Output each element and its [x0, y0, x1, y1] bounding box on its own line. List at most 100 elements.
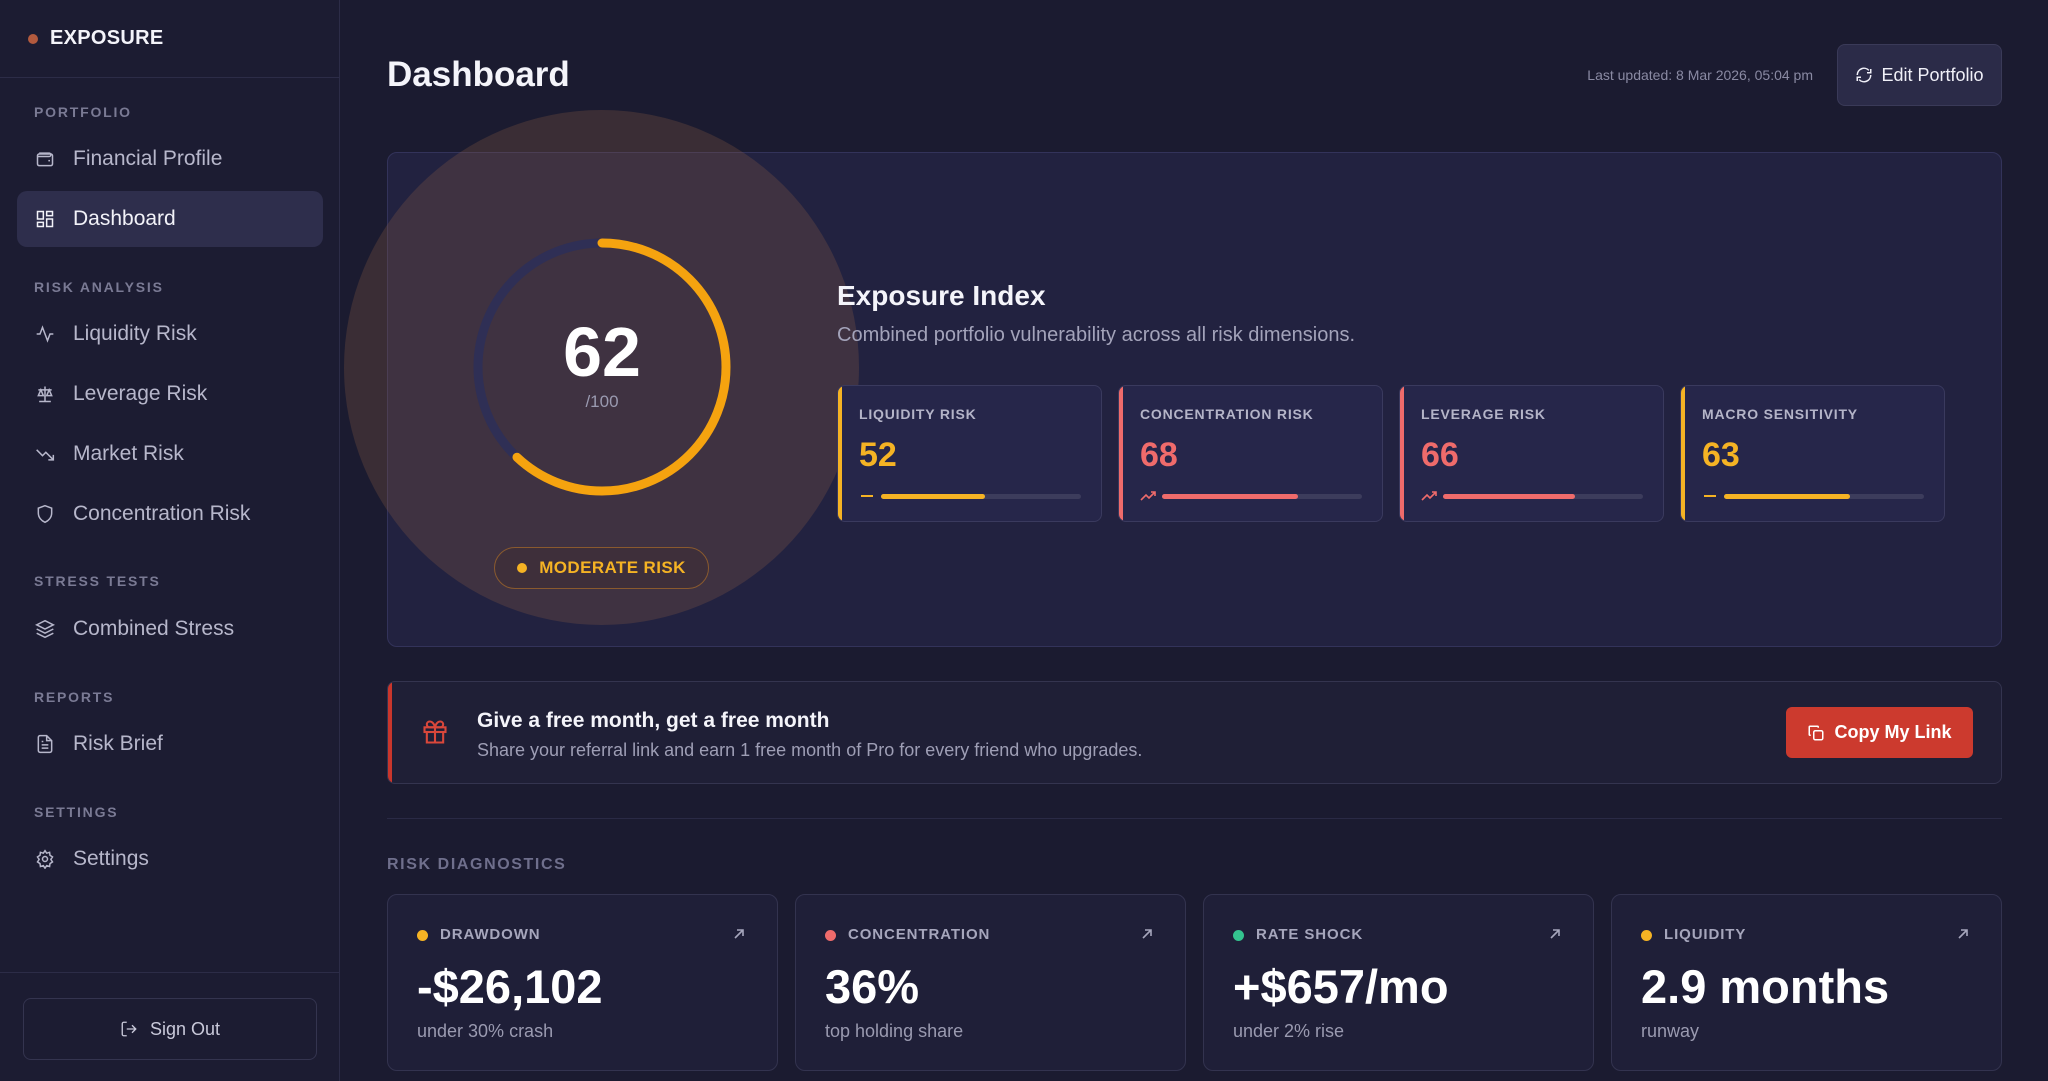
sidebar-item-label: Combined Stress: [73, 617, 235, 640]
metric-card-concentration[interactable]: CONCENTRATION RISK 68: [1118, 385, 1383, 522]
trend-flat-icon: [1704, 495, 1716, 497]
arrow-up-right-icon[interactable]: [1547, 926, 1563, 942]
arrow-up-right-icon[interactable]: [1139, 926, 1155, 942]
sidebar-item-label: Liquidity Risk: [73, 322, 197, 345]
diagnostic-label: DRAWDOWN: [440, 926, 541, 943]
activity-icon: [35, 324, 55, 344]
edit-portfolio-label: Edit Portfolio: [1881, 64, 1984, 85]
diagnostic-subtext: top holding share: [825, 1021, 964, 1041]
diagnostic-subtext: runway: [1641, 1021, 1700, 1041]
section-portfolio: PORTFOLIO: [34, 104, 132, 120]
gift-icon: [423, 720, 447, 744]
metric-card-liquidity[interactable]: LIQUIDITY RISK 52: [837, 385, 1102, 522]
file-text-icon: [35, 734, 55, 754]
metric-progress-fill: [881, 494, 985, 499]
exposure-index-title: Exposure Index: [837, 280, 1046, 311]
sign-out-button[interactable]: Sign Out: [23, 998, 317, 1060]
diagnostic-card-liquidity[interactable]: LIQUIDITY 2.9 months runway: [1611, 894, 2002, 1071]
metric-value: 66: [1421, 436, 1459, 474]
sign-out-label: Sign Out: [149, 1018, 221, 1039]
metric-label: CONCENTRATION RISK: [1140, 406, 1314, 422]
sidebar-item-label: Dashboard: [73, 207, 176, 230]
referral-subtitle: Share your referral link and earn 1 free…: [477, 740, 1143, 760]
section-divider: [387, 818, 2002, 819]
sidebar-item-dashboard[interactable]: Dashboard: [17, 191, 323, 247]
sidebar-item-risk-brief[interactable]: Risk Brief: [17, 716, 323, 772]
referral-title: Give a free month, get a free month: [477, 709, 830, 732]
sidebar-item-leverage-risk[interactable]: Leverage Risk: [17, 366, 323, 422]
referral-accent: [388, 682, 392, 783]
trend-flat-icon: [861, 495, 873, 497]
sidebar-item-market-risk[interactable]: Market Risk: [17, 426, 323, 482]
diagnostic-value: 2.9 months: [1641, 960, 1890, 1013]
metric-accent: [838, 386, 842, 521]
brand-dot-icon: [28, 33, 38, 44]
brand-name: EXPOSURE: [50, 27, 164, 49]
metric-progress-track: [1162, 494, 1362, 499]
wallet-icon: [35, 149, 55, 169]
section-reports: REPORTS: [34, 689, 115, 705]
exposure-score-max: /100: [585, 392, 619, 411]
diagnostic-card-concentration[interactable]: CONCENTRATION 36% top holding share: [795, 894, 1186, 1071]
trend-up-icon: [1140, 491, 1156, 501]
arrow-up-right-icon[interactable]: [1955, 926, 1971, 942]
metric-progress-fill: [1162, 494, 1298, 499]
risk-level-label: MODERATE RISK: [539, 558, 686, 577]
diagnostic-value: 36%: [825, 960, 920, 1013]
metric-card-leverage[interactable]: LEVERAGE RISK 66: [1399, 385, 1664, 522]
diagnostic-label: RATE SHOCK: [1256, 926, 1364, 943]
metric-card-macro[interactable]: MACRO SENSITIVITY 63: [1680, 385, 1945, 522]
refresh-icon: [1856, 67, 1872, 83]
arrow-up-right-icon[interactable]: [731, 926, 747, 942]
diagnostic-label: LIQUIDITY: [1664, 926, 1747, 943]
sidebar-item-concentration-risk[interactable]: Concentration Risk: [17, 486, 323, 542]
last-updated-text: Last updated: 8 Mar 2026, 05:04 pm: [1587, 67, 1813, 83]
diagnostic-value: +$657/mo: [1233, 960, 1449, 1013]
metric-label: LEVERAGE RISK: [1421, 406, 1546, 422]
diagnostic-card-rate-shock[interactable]: RATE SHOCK +$657/mo under 2% rise: [1203, 894, 1594, 1071]
sidebar-item-combined-stress[interactable]: Combined Stress: [17, 601, 323, 657]
sidebar-item-label: Risk Brief: [73, 732, 163, 755]
diagnostic-subtext: under 2% rise: [1233, 1021, 1345, 1041]
sidebar: EXPOSURE PORTFOLIO Financial Profile Das…: [0, 0, 340, 1081]
risk-diagnostics-title: RISK DIAGNOSTICS: [387, 856, 567, 873]
sidebar-item-financial-profile[interactable]: Financial Profile: [17, 131, 323, 187]
sidebar-item-liquidity-risk[interactable]: Liquidity Risk: [17, 306, 323, 362]
sidebar-footer: Sign Out: [0, 972, 340, 1081]
metric-label: LIQUIDITY RISK: [859, 406, 977, 422]
gear-icon: [35, 849, 55, 869]
page-title: Dashboard: [387, 55, 570, 94]
sidebar-item-settings[interactable]: Settings: [17, 831, 323, 887]
sidebar-item-label: Concentration Risk: [73, 502, 251, 525]
exposure-gauge: [473, 238, 731, 496]
metric-progress-track: [1724, 494, 1924, 499]
risk-level-badge: MODERATE RISK: [494, 547, 709, 589]
status-dot-icon: [1641, 930, 1652, 941]
diagnostic-subtext: under 30% crash: [417, 1021, 554, 1041]
diagnostic-value: -$26,102: [417, 960, 603, 1013]
sidebar-item-label: Leverage Risk: [73, 382, 208, 405]
diagnostic-card-drawdown[interactable]: DRAWDOWN -$26,102 under 30% crash: [387, 894, 778, 1071]
layers-icon: [35, 619, 55, 639]
metric-value: 52: [859, 436, 897, 474]
trend-up-icon: [1421, 491, 1437, 501]
copy-link-label: Copy My Link: [1834, 722, 1952, 742]
trending-down-icon: [35, 444, 55, 464]
brand[interactable]: EXPOSURE: [0, 0, 339, 78]
logout-icon: [121, 1021, 137, 1037]
exposure-score: 62: [563, 313, 641, 391]
status-dot-icon: [825, 930, 836, 941]
metric-label: MACRO SENSITIVITY: [1702, 406, 1858, 422]
sidebar-item-label: Settings: [73, 847, 149, 870]
metric-accent: [1400, 386, 1404, 521]
metric-progress-track: [1443, 494, 1643, 499]
exposure-index-subtitle: Combined portfolio vulnerability across …: [837, 324, 1355, 346]
scale-icon: [35, 384, 55, 404]
copy-link-button[interactable]: Copy My Link: [1786, 707, 1973, 758]
copy-icon: [1808, 725, 1824, 740]
edit-portfolio-button[interactable]: Edit Portfolio: [1837, 44, 2002, 106]
section-settings: SETTINGS: [34, 804, 119, 820]
risk-level-dot-icon: [517, 563, 528, 573]
grid-icon: [35, 209, 55, 229]
